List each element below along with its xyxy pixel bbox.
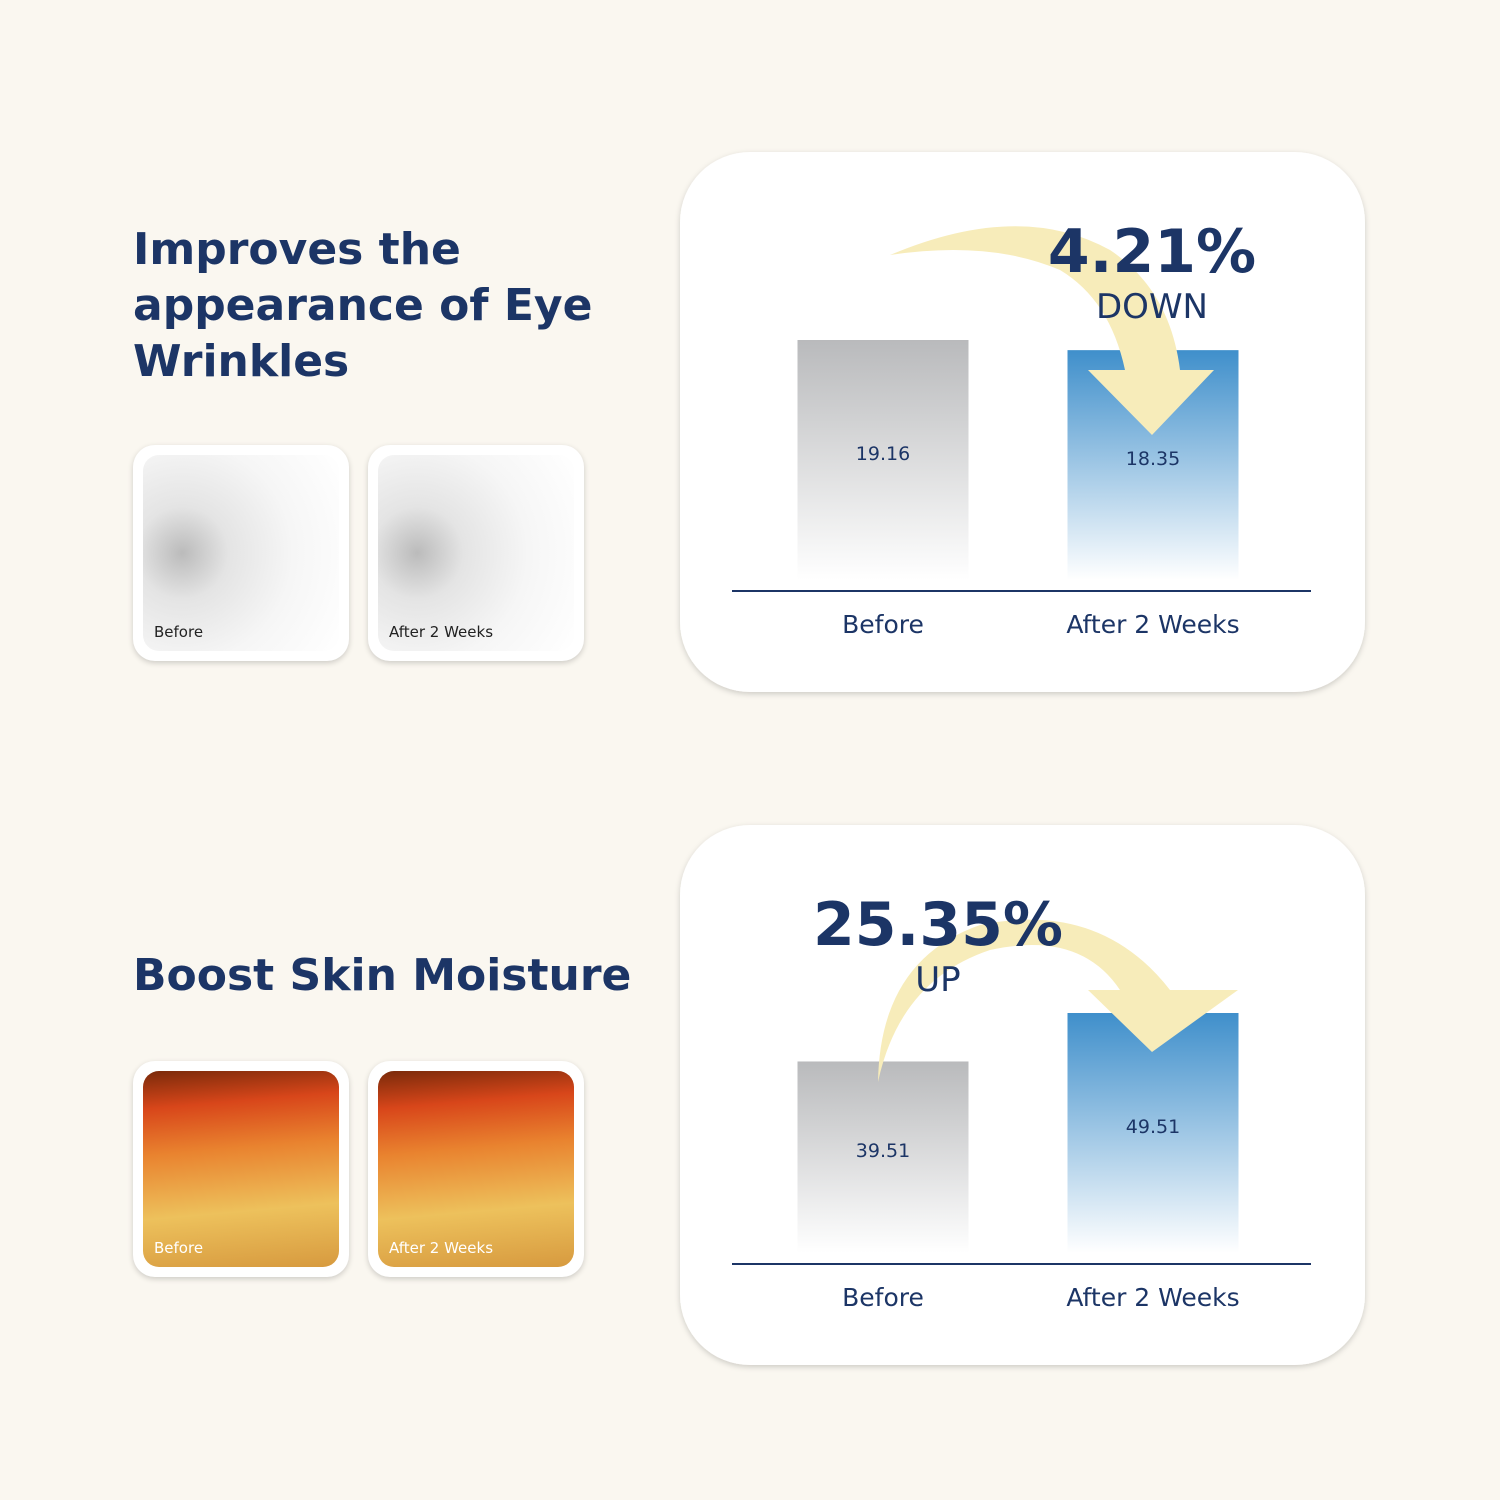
- photo: Before: [133, 445, 349, 661]
- arrow: [878, 919, 1238, 1082]
- x-tick-label: After 2 Weeks: [1066, 610, 1239, 639]
- value-label: 18.35: [1126, 448, 1180, 470]
- annotation-label: UP: [915, 960, 960, 1000]
- x-tick-label: After 2 Weeks: [1066, 1283, 1239, 1312]
- photo: After 2 Weeks: [368, 1061, 584, 1277]
- annotation: 4.21%: [1048, 217, 1256, 287]
- bar: [1067, 1013, 1239, 1253]
- annotation: 25.35%: [813, 890, 1063, 960]
- value-label: 19.16: [856, 443, 910, 465]
- photo-label: Before: [154, 1239, 204, 1257]
- bar: [797, 1061, 969, 1253]
- photo-label: After 2 Weeks: [389, 623, 494, 641]
- bar: [797, 340, 969, 580]
- x-tick-label: Before: [842, 1283, 924, 1312]
- x-tick-label: Before: [842, 610, 924, 639]
- annotation-label: DOWN: [1096, 287, 1208, 327]
- heading: Boost Skin Moisture: [133, 950, 632, 1001]
- photo: Before: [133, 1061, 349, 1277]
- value-label: 39.51: [856, 1140, 910, 1162]
- arrow: [890, 226, 1214, 435]
- heading: Improves the appearance of Eye Wrinkles: [133, 224, 593, 387]
- photo-label: After 2 Weeks: [389, 1239, 494, 1257]
- photo: After 2 Weeks: [368, 445, 584, 661]
- photo-label: Before: [154, 623, 204, 641]
- value-label: 49.51: [1126, 1116, 1180, 1138]
